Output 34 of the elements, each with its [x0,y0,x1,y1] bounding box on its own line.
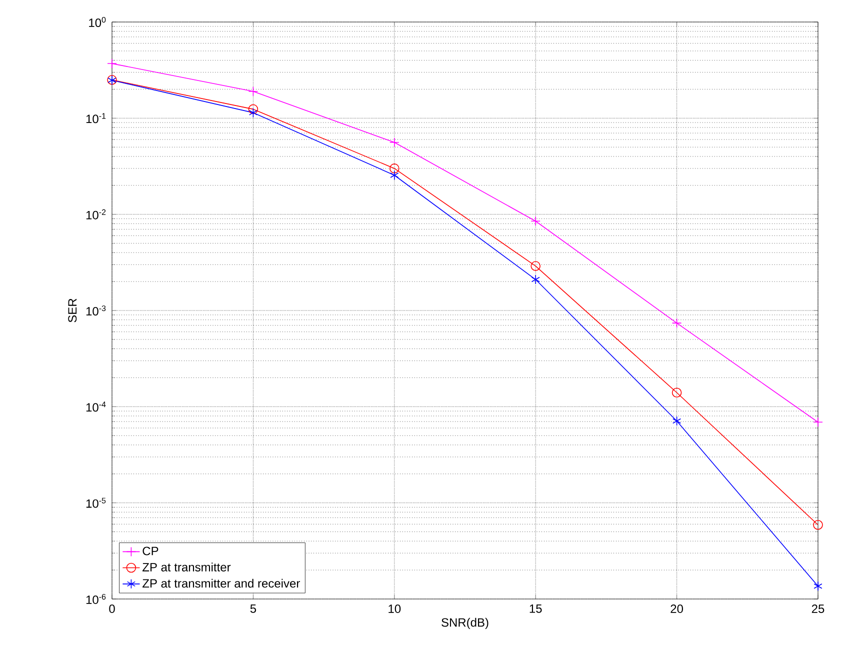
y-tick-label: 10$^{-6}$ [86,594,106,604]
y-tick-label: 10$^{-4}$ [86,402,106,412]
point [531,274,540,284]
x-tick-label: 20 [670,604,684,614]
point [813,417,823,428]
point [530,216,540,226]
y-tick-label: 10$^{-3}$ [86,305,106,316]
point [672,416,682,426]
y-tick-label: 10$^{-1}$ [86,113,106,124]
legend-label: ZP at transmitter [142,562,231,572]
point [107,58,117,68]
y-tick-label: 10$^{0}$ [89,16,106,28]
point [530,261,540,271]
point [672,318,682,328]
x-tick-label: 10 [388,604,401,614]
x-tick-label: 5 [250,604,256,613]
point [248,86,258,96]
point [390,164,400,174]
x-tick-label: 15 [530,604,542,613]
legend-label: ZP at transmitter and receiver [142,578,300,588]
legend-label: CP [142,546,158,556]
y-tick-label: 10$^{-2}$ [86,209,106,220]
point [672,388,682,398]
y-axis-title: SER [68,298,77,322]
x-axis-title: SNR(dB) [442,618,488,630]
x-tick-label: 25 [812,604,824,614]
point [248,104,258,114]
x-tick-label: 0 [109,604,115,614]
point [390,170,399,180]
point [814,581,822,592]
point [248,108,258,118]
point [390,137,400,148]
y-tick-label: 10$^{-5}$ [86,498,106,508]
point [813,520,823,530]
